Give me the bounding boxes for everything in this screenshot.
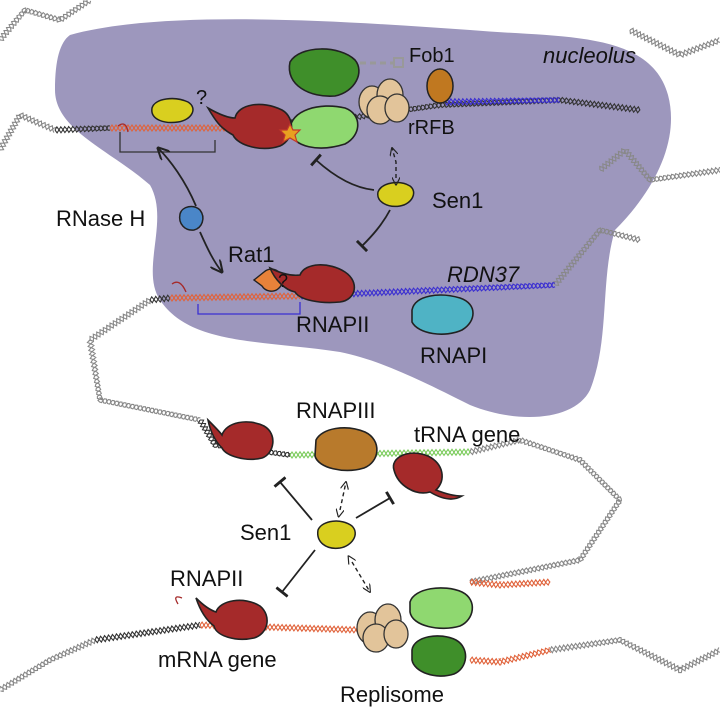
dna-bottomright-strand-b [549, 637, 720, 672]
dna-bottomleft-strand-b [0, 638, 96, 693]
dna-loop-right-strand-a [469, 437, 622, 585]
rdna-bottom-transcribed-strand-b [169, 292, 301, 302]
rnapii-top-protein [205, 103, 293, 150]
rdna-top-left-strand-b [54, 125, 111, 134]
rdn37-label: RDN37 [447, 262, 520, 287]
rnapii-top-label: RNAPII [296, 312, 369, 337]
mrna-gene-label: mRNA gene [158, 647, 277, 672]
rnaseh-label: RNase H [56, 206, 145, 231]
replisome-dark-top [288, 48, 360, 97]
fob1-protein [426, 68, 454, 104]
sen1-top-label: Sen1 [432, 188, 483, 213]
rdna-top-blue-strand-b [444, 97, 560, 106]
rnapi-protein [411, 294, 474, 335]
replisome-label: Replisome [340, 682, 444, 707]
sen1-top-protein [377, 181, 415, 208]
regulation-arrows-top [158, 148, 396, 272]
rnapiii-label: RNAPIII [296, 398, 375, 423]
dna-topright-strand-b [629, 27, 720, 58]
dna-topright-strand-a [629, 29, 720, 59]
nucleolus-region [55, 19, 672, 418]
dna-left-strand-a [0, 113, 57, 151]
rnaseh-protein [178, 205, 204, 231]
nucleolus-label: nucleolus [543, 43, 636, 68]
question-mark-top: ? [196, 87, 207, 109]
rdna-bottom-left-strand-a [149, 294, 171, 304]
rnapii-mrna-protein [195, 597, 268, 641]
dna-bottomright-strand-a [549, 636, 720, 674]
mcm-helicase-bottom [356, 603, 409, 653]
sen1-bottom-label: Sen1 [240, 520, 291, 545]
rnapi-label: RNAPI [420, 343, 487, 368]
mrna-right-top-strand-b [469, 578, 551, 589]
rnapiii-protein [314, 427, 378, 472]
regulation-arrows-bottom [273, 476, 395, 598]
mrna-right-bottom-strand-b [469, 647, 550, 666]
mrna-left-strand-b [94, 621, 201, 644]
replisome-dark-bottom [411, 635, 467, 677]
rnapii-trna-right-protein [392, 452, 465, 500]
dna-right-mid-strand-a [554, 227, 641, 287]
dna-left-strand-b [0, 112, 55, 150]
rnapii-bottom-label: RNAPII [170, 566, 243, 591]
rloop-bottom [171, 281, 301, 605]
rdna-bottom-transcribed-strand-a [169, 292, 301, 303]
dna-loop-right-strand-b [469, 437, 623, 586]
rdna-top-left-strand-a [54, 125, 110, 134]
rat1-label: Rat1 [228, 242, 274, 267]
mrna-right-top-strand-a [469, 578, 551, 589]
rnapii-trna-left-protein [206, 417, 274, 461]
question-mark-rat1: ? [278, 271, 288, 291]
sen1-bottom-protein [317, 520, 356, 550]
mcm-helicase-top [358, 78, 410, 125]
mrna-left-strand-a [94, 621, 201, 644]
dna-strands [0, 0, 720, 693]
replisome-light-bottom [409, 587, 474, 630]
dna-topleft-strand-b [0, 0, 92, 40]
collision-star-icon [278, 122, 302, 144]
dna-right-mid-strand-b [553, 227, 641, 286]
trna-gene-label: tRNA gene [414, 422, 520, 447]
dna-right-strand-b [599, 148, 720, 183]
fob1-label: Fob1 [409, 45, 455, 67]
sen1-top-left-protein [151, 97, 194, 124]
dna-loop-left-strand-b [87, 299, 201, 423]
fob1-inhibit-arrow [360, 57, 404, 68]
rrfb-label: rRFB [408, 117, 455, 139]
rdna-bottom-left-strand-b [149, 294, 171, 304]
rnapii-rdna-protein [268, 264, 356, 304]
replisome-light-top [289, 105, 359, 149]
rdna-top-transcribed-strand-b [109, 124, 231, 132]
